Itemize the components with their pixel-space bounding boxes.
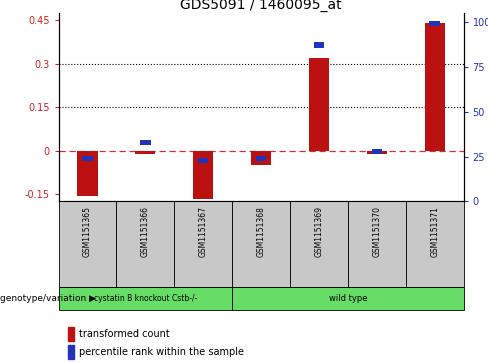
Text: GSM1151370: GSM1151370 <box>372 206 381 257</box>
Bar <box>251 151 271 165</box>
Text: percentile rank within the sample: percentile rank within the sample <box>79 347 244 357</box>
Text: GSM1151368: GSM1151368 <box>257 206 265 257</box>
Bar <box>366 151 387 154</box>
Bar <box>256 156 266 161</box>
Bar <box>371 148 382 154</box>
Bar <box>174 201 232 287</box>
Bar <box>429 21 440 26</box>
Bar <box>78 151 98 196</box>
Title: GDS5091 / 1460095_at: GDS5091 / 1460095_at <box>180 0 342 12</box>
Text: cystatin B knockout Cstb-/-: cystatin B knockout Cstb-/- <box>94 294 197 303</box>
Text: GSM1151371: GSM1151371 <box>430 206 439 257</box>
Bar <box>348 201 406 287</box>
Text: GSM1151365: GSM1151365 <box>83 206 92 257</box>
Bar <box>309 58 329 151</box>
Bar <box>140 139 151 145</box>
Text: GSM1151367: GSM1151367 <box>199 206 208 257</box>
Text: transformed count: transformed count <box>79 329 170 339</box>
Bar <box>232 287 464 310</box>
Bar <box>425 23 445 151</box>
Bar <box>59 287 232 310</box>
Bar <box>406 201 464 287</box>
Bar <box>232 201 290 287</box>
Bar <box>117 201 174 287</box>
Bar <box>193 151 213 199</box>
Text: GSM1151366: GSM1151366 <box>141 206 150 257</box>
Bar <box>59 201 117 287</box>
Bar <box>135 151 156 154</box>
Text: GSM1151369: GSM1151369 <box>314 206 324 257</box>
Bar <box>198 158 208 163</box>
Text: wild type: wild type <box>328 294 367 303</box>
Bar <box>290 201 348 287</box>
Text: genotype/variation ▶: genotype/variation ▶ <box>0 294 96 303</box>
Bar <box>314 42 324 48</box>
Bar <box>82 156 93 161</box>
